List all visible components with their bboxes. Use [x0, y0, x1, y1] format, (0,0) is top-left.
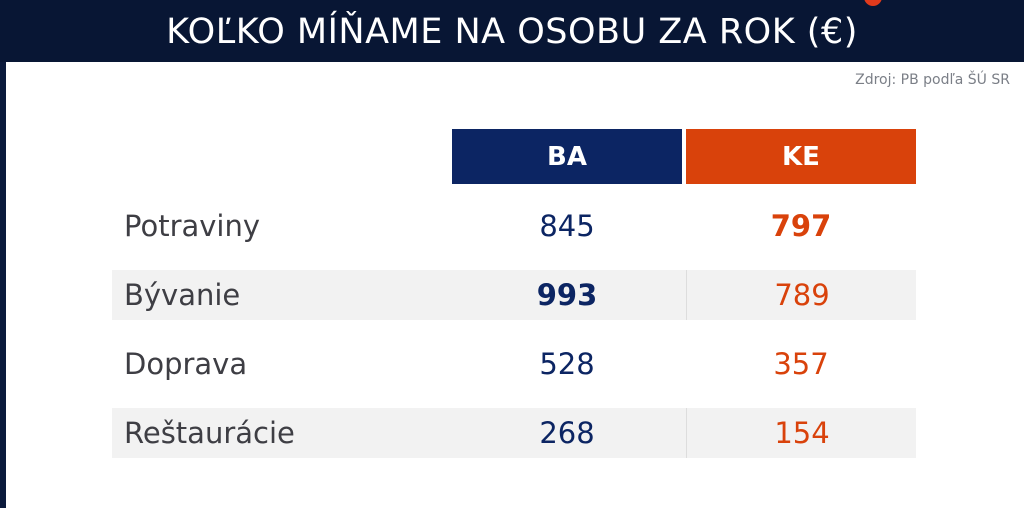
table-row: Potraviny 845 797 [112, 201, 916, 251]
source-label: Zdroj: PB podľa ŠÚ SR [855, 72, 1010, 88]
logo-corner-icon [864, 0, 882, 6]
column-header-ke: KE [686, 129, 916, 184]
table-row: Bývanie 993 789 [112, 270, 916, 320]
table-row: Doprava 528 357 [112, 339, 916, 389]
ba-value: 528 [539, 347, 595, 381]
ke-value: 789 [686, 270, 917, 320]
page-title: KOĽKO MÍŇAME NA OSOBU ZA ROK (€) [166, 12, 858, 52]
ke-value: 154 [686, 408, 917, 458]
row-label: Reštaurácie [124, 416, 295, 450]
title-bar: KOĽKO MÍŇAME NA OSOBU ZA ROK (€) [0, 0, 1024, 62]
ke-value: 797 [770, 209, 832, 243]
ba-value: 993 [536, 278, 598, 312]
content-panel: Zdroj: PB podľa ŠÚ SR BA KE Potraviny 84… [6, 62, 1024, 508]
column-header-ba: BA [452, 129, 682, 184]
row-label: Doprava [124, 347, 248, 381]
ba-value: 268 [539, 416, 595, 450]
table-row: Reštaurácie 268 154 [112, 408, 916, 458]
ke-value: 357 [773, 347, 829, 381]
row-label: Bývanie [124, 278, 241, 312]
ba-value: 845 [539, 209, 595, 243]
row-label: Potraviny [124, 209, 261, 243]
